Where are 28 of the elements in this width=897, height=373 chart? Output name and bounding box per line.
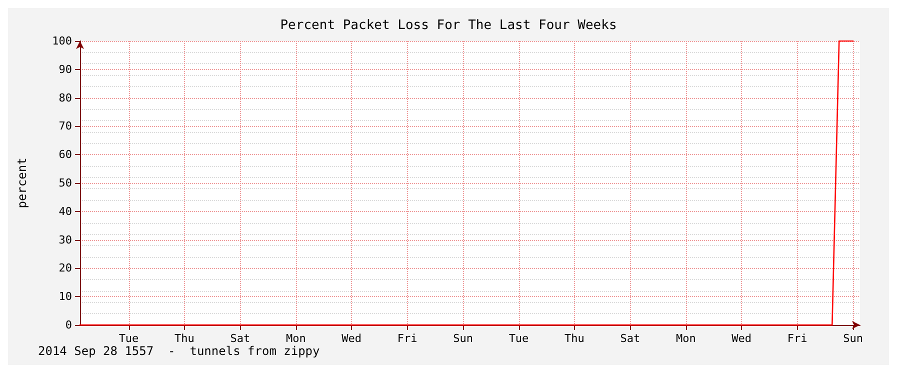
chart-title: Percent Packet Loss For The Last Four Weeks xyxy=(280,18,617,33)
x-tick-label: Sat xyxy=(230,332,250,345)
y-tick-label: 20 xyxy=(58,262,72,275)
x-tick-label: Thu xyxy=(174,332,194,345)
x-tick-label: Mon xyxy=(286,332,306,345)
x-tick-label: Thu xyxy=(564,332,584,345)
x-tick-label: Sun xyxy=(843,332,863,345)
y-tick-label: 60 xyxy=(58,148,72,162)
x-tick-label: Tue xyxy=(508,332,529,345)
y-tick-label: 90 xyxy=(58,62,72,76)
x-tick-label: Sun xyxy=(453,332,473,345)
y-tick-label: 100 xyxy=(52,34,72,48)
x-tick-label: Fri xyxy=(397,332,418,345)
x-tick-label: Wed xyxy=(732,332,752,345)
x-tick-label: Tue xyxy=(118,332,139,345)
y-tick-label: 80 xyxy=(58,91,72,104)
y-tick-label: 40 xyxy=(58,204,72,218)
x-tick-label: Mon xyxy=(676,332,696,345)
y-tick-label: 0 xyxy=(65,318,72,332)
y-tick-label: 50 xyxy=(58,176,72,190)
y-tick-label: 30 xyxy=(58,233,72,246)
x-tick-label: Sat xyxy=(620,332,640,345)
y-axis-title: percent xyxy=(15,158,29,208)
y-tick-label: 70 xyxy=(58,120,72,133)
x-tick-label: Wed xyxy=(342,332,362,345)
x-tick-label: Fri xyxy=(787,332,808,345)
y-tick-label: 10 xyxy=(58,290,72,304)
text: 2014 Sep 28 1557 - tunnels from zippy xyxy=(38,344,320,358)
